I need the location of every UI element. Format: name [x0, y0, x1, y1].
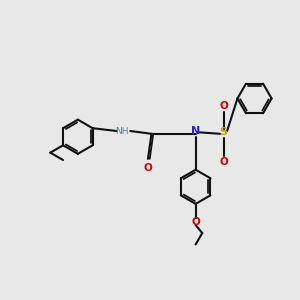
Text: N: N [191, 126, 200, 136]
Text: NH: NH [115, 127, 129, 136]
Text: O: O [219, 101, 228, 111]
Text: O: O [219, 157, 228, 167]
Text: O: O [144, 163, 152, 173]
Text: O: O [191, 217, 200, 226]
Text: S: S [220, 127, 228, 137]
